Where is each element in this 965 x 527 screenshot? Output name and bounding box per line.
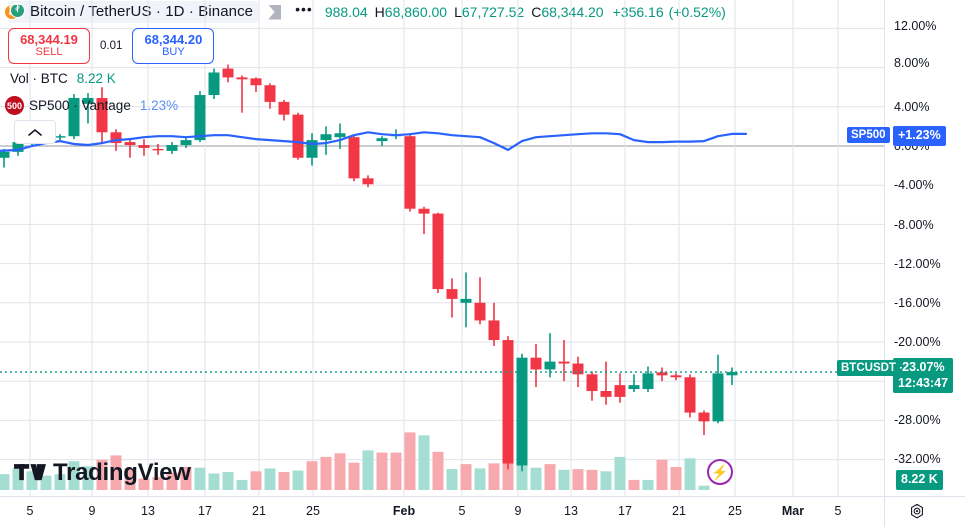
- time-label-11: 21: [672, 504, 686, 518]
- time-label-0: 5: [26, 504, 34, 518]
- chevron-up-glyph: [28, 128, 42, 136]
- buy-price: 68,344.20: [144, 32, 203, 48]
- btc-series-tag[interactable]: BTCUSDT: [837, 360, 900, 376]
- legend-volume-value: 8.22 K: [76, 71, 116, 86]
- price-axis[interactable]: 12.00% 8.00% 4.00% 0.00% -4.00% -8.00% -…: [884, 0, 965, 496]
- legend-sp500-name: SP500 · Vantage: [29, 98, 131, 113]
- price-tick-m20: -20.00%: [894, 335, 941, 349]
- trade-widget: 68,344.19 SELL 0.01 68,344.20 BUY: [8, 28, 215, 64]
- sell-label: SELL: [35, 46, 63, 59]
- time-label-9: 13: [564, 504, 578, 518]
- time-label-8: 9: [514, 504, 522, 518]
- chevron-up-icon[interactable]: [14, 120, 56, 144]
- time-label-6: Feb: [392, 504, 416, 518]
- btc-price-value: -23.07%: [898, 360, 945, 374]
- time-label-4: 21: [252, 504, 266, 518]
- price-tick-m16: -16.00%: [894, 296, 941, 310]
- sell-button[interactable]: 68,344.19 SELL: [8, 28, 90, 64]
- lightning-bolt-icon[interactable]: ⚡: [707, 459, 733, 485]
- price-tick-m4: -4.00%: [894, 178, 934, 192]
- chart-header: Bitcoin / TetherUS · 1D · Binance ••• 98…: [0, 0, 965, 24]
- price-tick-8: 8.00%: [894, 56, 930, 70]
- legend-sp500[interactable]: 500 SP500 · Vantage 1.23%: [5, 96, 178, 115]
- price-tick-m12: -12.00%: [894, 257, 941, 271]
- axis-divider: [884, 497, 885, 527]
- ohlc-low-key: L: [454, 4, 462, 20]
- legend-volume[interactable]: Vol · BTC 8.22 K: [10, 71, 116, 86]
- time-label-7: 5: [458, 504, 466, 518]
- more-options-icon[interactable]: •••: [295, 1, 313, 17]
- time-label-14: 5: [834, 504, 842, 518]
- spread-value: 0.01: [100, 40, 123, 52]
- legend-volume-name: Vol · BTC: [10, 71, 68, 86]
- legend-sp500-value: 1.23%: [139, 98, 179, 113]
- time-label-3: 17: [198, 504, 212, 518]
- price-tick-m8: -8.00%: [894, 218, 934, 232]
- btc-price-badge[interactable]: -23.07% 12:43:47: [893, 358, 954, 394]
- ohlc-low-value: 67,727.52: [461, 4, 525, 20]
- sp500-badge-icon: 500: [5, 96, 24, 115]
- sell-price: 68,344.19: [20, 32, 78, 48]
- time-label-1: 9: [88, 504, 96, 518]
- ohlc-high-value: 68,860.00: [384, 4, 448, 20]
- ohlc-close-value: 68,344.20: [541, 4, 604, 20]
- time-label-2: 13: [141, 504, 155, 518]
- ohlc-high-key: H: [374, 4, 385, 20]
- price-tick-12: 12.00%: [894, 19, 937, 33]
- ohlc-open-value: 988.04: [324, 4, 368, 20]
- price-tick-m32: -32.00%: [894, 452, 941, 466]
- time-label-13: Mar: [781, 504, 805, 518]
- time-label-10: 17: [618, 504, 632, 518]
- sp500-price-badge[interactable]: +1.23%: [893, 126, 946, 146]
- bitcoin-tether-pair-icon: [4, 2, 25, 22]
- ohlc-close-key: C: [531, 4, 542, 20]
- btc-countdown-timer: 12:43:47: [898, 375, 949, 390]
- chart-plot-area[interactable]: [0, 0, 884, 496]
- ohlc-change-pct: (+0.52%): [668, 4, 726, 20]
- time-axis[interactable]: 5 9 13 17 21 25 Feb 5 9 13 17 21 25 Mar …: [0, 496, 965, 527]
- symbol-title[interactable]: Bitcoin / TetherUS · 1D · Binance: [8, 1, 259, 23]
- price-tick-4: 4.00%: [894, 100, 930, 114]
- candles-icon[interactable]: [268, 4, 282, 20]
- gear-icon[interactable]: [908, 503, 926, 521]
- time-label-12: 25: [728, 504, 742, 518]
- buy-label: BUY: [162, 46, 185, 59]
- ohlc-values: 988.04 H 68,860.00 L 67,727.52 C 68,344.…: [325, 4, 726, 20]
- time-label-5: 25: [306, 504, 320, 518]
- sp500-series-tag[interactable]: SP500: [847, 127, 890, 143]
- price-tick-m28: -28.00%: [894, 413, 941, 427]
- volume-badge[interactable]: 8.22 K: [896, 470, 943, 490]
- buy-button[interactable]: 68,344.20 BUY: [132, 28, 215, 64]
